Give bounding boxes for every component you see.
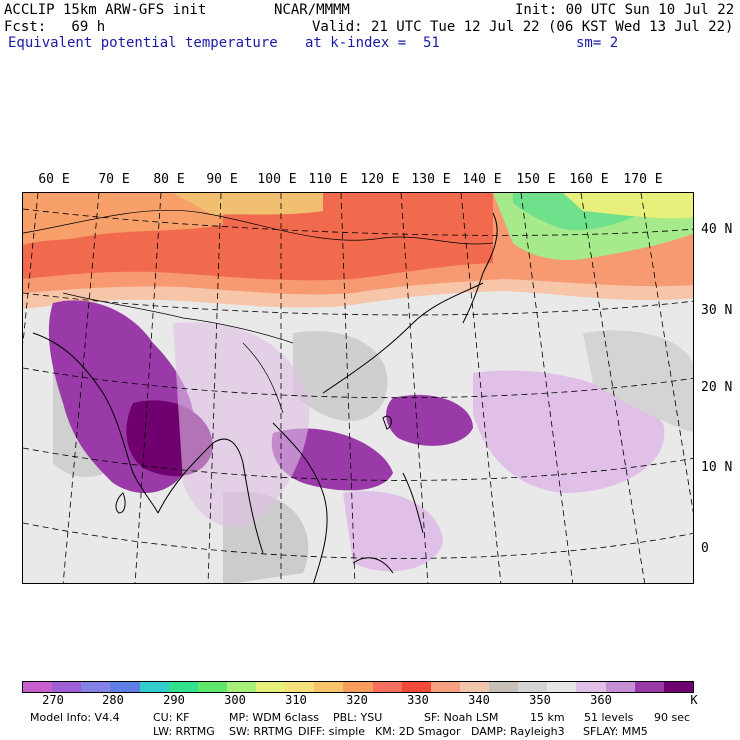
colorbar-tick-label: 340	[468, 693, 490, 707]
colorbar-tick-label: 300	[224, 693, 246, 707]
variable-name: Equivalent potential temperature	[8, 35, 278, 51]
longitude-label: 80 E	[153, 172, 185, 187]
colorbar-swatch	[459, 682, 489, 692]
colorbar-swatch	[52, 682, 82, 692]
latitude-label: 30 N	[701, 303, 733, 318]
smoothing-info: sm= 2	[576, 35, 619, 51]
longitude-label: 170 E	[623, 172, 663, 187]
footer-pbl: PBL: YSU	[333, 711, 383, 724]
map-panel	[22, 192, 694, 584]
colorbar-swatch	[314, 682, 344, 692]
colorbar-swatch	[139, 682, 169, 692]
footer-mp: MP: WDM 6class	[229, 711, 319, 724]
colorbar-swatch	[430, 682, 460, 692]
colorbar-tick-label: 350	[529, 693, 551, 707]
colorbar	[22, 681, 694, 693]
colorbar-tick-label: 320	[346, 693, 368, 707]
colorbar-tick-label: 360	[590, 693, 612, 707]
theta-e-field	[23, 193, 693, 583]
colorbar-unit: K	[690, 693, 698, 707]
colorbar-swatch	[489, 682, 519, 692]
level-info: at k-index = 51	[305, 35, 440, 51]
colorbar-swatch	[256, 682, 286, 692]
longitude-label: 140 E	[462, 172, 502, 187]
longitude-label: 70 E	[98, 172, 130, 187]
colorbar-swatch	[197, 682, 227, 692]
footer-levels: 51 levels	[584, 711, 634, 724]
colorbar-tick-label: 290	[163, 693, 185, 707]
footer-sflay: SFLAY: MM5	[583, 725, 648, 738]
latitude-label: 40 N	[701, 222, 733, 237]
colorbar-swatch	[663, 682, 693, 692]
colorbar-swatch	[634, 682, 664, 692]
forecast-hour: Fcst: 69 h	[4, 19, 106, 35]
colorbar-swatch	[372, 682, 402, 692]
colorbar-tick-label: 310	[285, 693, 307, 707]
footer-sw: SW: RRTMG	[229, 725, 293, 738]
colorbar-swatch	[23, 682, 53, 692]
longitude-label: 160 E	[569, 172, 609, 187]
longitude-label: 60 E	[38, 172, 70, 187]
colorbar-swatch	[226, 682, 256, 692]
footer-timestep: 90 sec	[654, 711, 691, 724]
colorbar-swatch	[168, 682, 198, 692]
latitude-label: 20 N	[701, 380, 733, 395]
colorbar-swatch	[285, 682, 315, 692]
colorbar-swatch	[605, 682, 635, 692]
latitude-label: 0	[701, 541, 709, 556]
footer-sf: SF: Noah LSM	[424, 711, 499, 724]
footer-cu: CU: KF	[153, 711, 190, 724]
longitude-label: 150 E	[516, 172, 556, 187]
footer-model-info: Model Info: V4.4	[30, 711, 120, 724]
colorbar-swatch	[547, 682, 577, 692]
colorbar-tick-label: 280	[102, 693, 124, 707]
longitude-label: 110 E	[308, 172, 348, 187]
colorbar-swatch	[81, 682, 111, 692]
colorbar-swatch	[343, 682, 373, 692]
longitude-label: 120 E	[360, 172, 400, 187]
footer-damp: DAMP: Rayleigh3	[471, 725, 565, 738]
footer-diff: DIFF: simple	[298, 725, 366, 738]
init-time: Init: 00 UTC Sun 10 Jul 22	[515, 2, 735, 18]
colorbar-swatch	[576, 682, 606, 692]
center-name: NCAR/MMMM	[274, 2, 350, 18]
longitude-label: 90 E	[206, 172, 238, 187]
longitude-label: 100 E	[257, 172, 297, 187]
model-title: ACCLIP 15km ARW-GFS init	[4, 2, 207, 18]
latitude-label: 10 N	[701, 460, 733, 475]
footer-km: KM: 2D Smagor	[375, 725, 461, 738]
footer-resolution: 15 km	[530, 711, 565, 724]
footer-lw: LW: RRTMG	[153, 725, 215, 738]
colorbar-swatch	[110, 682, 140, 692]
valid-time: Valid: 21 UTC Tue 12 Jul 22 (06 KST Wed …	[312, 19, 734, 35]
colorbar-tick-label: 330	[407, 693, 429, 707]
colorbar-swatch	[518, 682, 548, 692]
colorbar-tick-label: 270	[42, 693, 64, 707]
colorbar-swatch	[401, 682, 431, 692]
longitude-label: 130 E	[411, 172, 451, 187]
